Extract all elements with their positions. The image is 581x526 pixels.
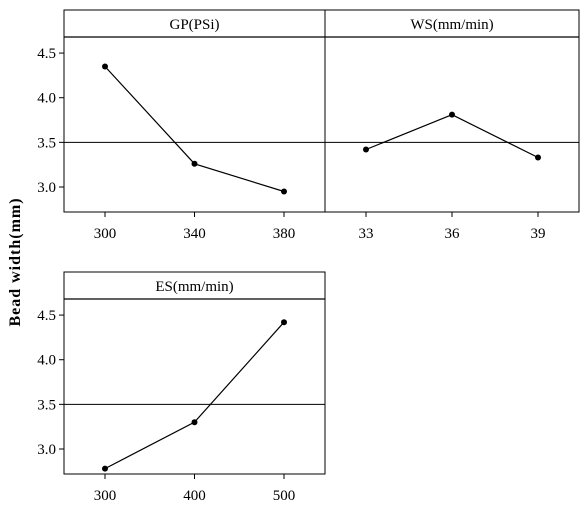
x-tick-label-2-2: 500 [273,488,296,504]
data-point-1-2 [535,154,541,161]
x-tick-label-0-1: 340 [183,226,206,242]
data-point-2-1 [191,419,198,426]
y-tick-label-0-1: 3.5 [37,135,56,151]
y-tick-label-2-2: 4.0 [37,353,56,369]
panel-title-2: ES(mm/min) [155,279,233,295]
panel-title-0: GP(PSi) [169,17,219,33]
y-tick-label-2-3: 4.5 [37,308,56,324]
x-tick-label-0-2: 380 [273,226,296,242]
panel-frame-0 [63,9,326,213]
x-tick-label-2-1: 400 [183,488,206,504]
series-line-0 [104,66,285,193]
series-line-1 [365,114,539,159]
data-point-1-1 [449,111,455,118]
y-tick-label-0-2: 4.0 [37,91,56,107]
x-tick-label-1-2: 39 [531,226,546,242]
data-point-2-0 [102,465,108,472]
data-point-1-0 [363,146,369,153]
x-tick-label-2-0: 300 [94,488,117,504]
x-tick-label-1-0: 33 [359,226,374,242]
y-axis-label: Bead width(mm) [7,197,24,326]
y-tick-label-0-3: 4.5 [37,46,56,62]
series-line-2 [104,321,285,470]
y-tick-label-2-1: 3.5 [37,397,56,413]
data-point-0-2 [281,188,287,195]
x-tick-label-1-1: 36 [445,226,461,242]
panel-frame-2 [63,271,326,475]
x-tick-label-0-0: 300 [94,226,117,242]
y-tick-label-2-0: 3.0 [37,442,56,458]
panel-title-1: WS(mm/min) [410,17,493,33]
data-point-0-0 [102,63,108,70]
data-point-2-2 [281,319,287,326]
panel-frame-1 [324,9,580,213]
data-point-0-1 [191,160,198,167]
y-tick-label-0-0: 3.0 [37,180,56,196]
